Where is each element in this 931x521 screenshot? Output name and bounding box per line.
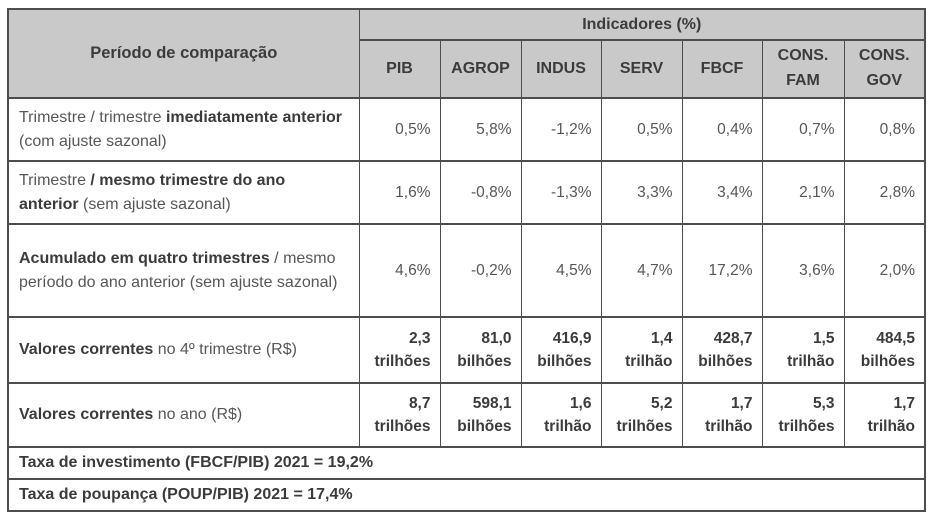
cell-value: 416,9 bilhões (520, 316, 602, 384)
cell-value: 2,8% (843, 160, 926, 225)
cell-value: 1,4 trilhão (600, 316, 683, 384)
cell-value: 81,0 bilhões (439, 316, 522, 384)
row-label-bold: Valores correntes (19, 341, 154, 358)
column-header-indus: INDUS (520, 39, 602, 99)
row-label-bold: Valores correntes (19, 406, 154, 423)
column-header-cons-fam: CONS. FAM (761, 39, 845, 99)
table-row-trimestre-anterior: Trimestre / trimestre imediatamente ante… (7, 97, 926, 162)
group-header-indicadores: Indicadores (%) (358, 8, 926, 41)
column-header-periodo: Período de comparação (7, 8, 360, 99)
gdp-indicators-table: Período de comparação Indicadores (%) PI… (7, 8, 927, 512)
cell-value: 0,8% (843, 97, 926, 162)
row-label: Trimestre / mesmo trimestre do ano anter… (7, 160, 360, 225)
column-header-cons-gov: CONS. GOV (843, 39, 926, 99)
table-row-mesmo-trimestre: Trimestre / mesmo trimestre do ano anter… (7, 160, 926, 225)
cell-value: 428,7 bilhões (681, 316, 763, 384)
cell-value: -0,2% (439, 223, 522, 318)
cell-value: 0,5% (358, 97, 441, 162)
cell-value: -1,3% (520, 160, 602, 225)
cell-value: 484,5 bilhões (843, 316, 926, 384)
column-header-serv: SERV (600, 39, 683, 99)
row-label-pre: Trimestre (19, 171, 91, 189)
row-label: Valores correntes no 4º trimestre (R$) (7, 316, 360, 384)
cell-value: 0,7% (761, 97, 845, 162)
row-label-pre: Trimestre / trimestre (19, 108, 166, 126)
row-label-bold: Acumulado em quatro trimestres (19, 249, 270, 267)
cell-value: 0,4% (681, 97, 763, 162)
row-label-post: (sem ajuste sazonal) (78, 195, 231, 213)
cell-value: 3,3% (600, 160, 683, 225)
cell-value: -1,2% (520, 97, 602, 162)
row-label-bold: imediatamente anterior (165, 108, 343, 126)
cell-value: 2,1% (761, 160, 845, 225)
footer-note-investimento: Taxa de investimento (FBCF/PIB) 2021 = 1… (7, 446, 926, 480)
cell-value: 4,5% (520, 223, 602, 318)
cell-value: 598,1 bilhões (439, 382, 522, 448)
cell-value: 1,6% (358, 160, 441, 225)
cell-value: -0,8% (439, 160, 522, 225)
row-label: Valores correntes no ano (R$) (7, 382, 360, 448)
cell-value: 3,4% (681, 160, 763, 225)
row-label-post: no ano (R$) (153, 406, 243, 423)
cell-value: 5,2 trilhões (600, 382, 683, 448)
cell-value: 1,7 trilhão (843, 382, 926, 448)
row-label-bold: / mesmo trimestre do ano anterior (19, 171, 286, 213)
table-row-valores-trimestre: Valores correntes no 4º trimestre (R$) 2… (7, 316, 926, 384)
table-row-valores-ano: Valores correntes no ano (R$) 8,7 trilhõ… (7, 382, 926, 448)
row-label-post: (com ajuste sazonal) (19, 132, 167, 150)
cell-value: 5,8% (439, 97, 522, 162)
column-header-fbcf: FBCF (681, 39, 763, 99)
cell-value: 3,6% (761, 223, 845, 318)
row-label: Acumulado em quatro trimestres / mesmo p… (7, 223, 360, 318)
cell-value: 1,7 trilhão (681, 382, 763, 448)
cell-value: 17,2% (681, 223, 763, 318)
row-label-post: / mesmo período do ano anterior (sem aju… (19, 249, 338, 291)
cell-value: 1,6 trilhão (520, 382, 602, 448)
footer-note-poupanca: Taxa de poupança (POUP/PIB) 2021 = 17,4% (7, 478, 926, 512)
column-header-pib: PIB (358, 39, 441, 99)
header-columns-row: PIB AGROP INDUS SERV FBCF CONS. FAM CONS… (8, 39, 926, 99)
column-header-agrop: AGROP (439, 39, 522, 99)
cell-value: 2,0% (843, 223, 926, 318)
cell-value: 8,7 trilhões (358, 382, 441, 448)
table-row-taxa-poupanca: Taxa de poupança (POUP/PIB) 2021 = 17,4% (7, 478, 926, 512)
row-label: Trimestre / trimestre imediatamente ante… (7, 97, 360, 162)
cell-value: 5,3 trilhões (761, 382, 845, 448)
table-row-taxa-investimento: Taxa de investimento (FBCF/PIB) 2021 = 1… (7, 446, 926, 480)
table-row-acumulado: Acumulado em quatro trimestres / mesmo p… (7, 223, 926, 318)
cell-value: 2,3 trilhões (358, 316, 441, 384)
cell-value: 0,5% (600, 97, 683, 162)
header-group-row: Período de comparação Indicadores (%) (7, 8, 926, 99)
cell-value: 1,5 trilhão (761, 316, 845, 384)
row-label-post: no 4º trimestre (R$) (153, 341, 297, 358)
cell-value: 4,7% (600, 223, 683, 318)
cell-value: 4,6% (358, 223, 441, 318)
